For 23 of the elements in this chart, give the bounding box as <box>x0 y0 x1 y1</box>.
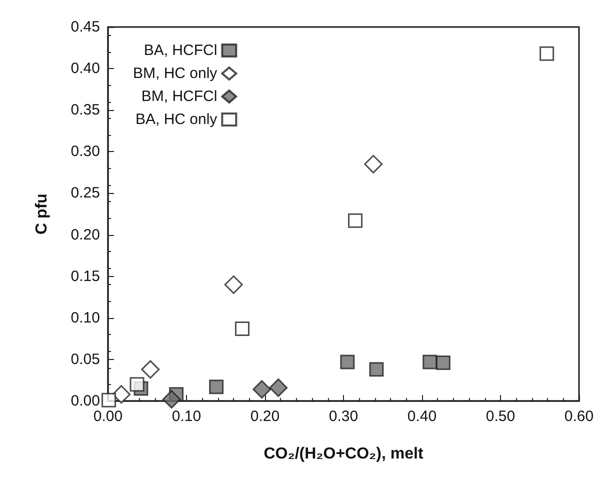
x-tick-label: 0.50 <box>486 408 516 425</box>
y-tick-label: 0.00 <box>70 392 100 410</box>
y-tick-label: 0.40 <box>70 60 100 78</box>
x-tick-label: 0.00 <box>93 408 123 425</box>
y-tick-label: 0.35 <box>70 102 100 119</box>
x-tick-label: 0.20 <box>250 408 280 425</box>
x-axis-title: CO₂/(H₂O+CO₂), melt <box>264 446 424 462</box>
y-tick-label: 0.05 <box>70 350 100 368</box>
y-tick-label: 0.15 <box>70 268 100 285</box>
legend-label: BM, HCFCl <box>141 88 218 105</box>
y-tick-label: 0.45 <box>70 18 100 36</box>
legend-label: BM, HC only <box>132 65 218 82</box>
legend-label: BA, HCFCl <box>144 42 218 59</box>
y-axis-title: C pfu <box>34 194 50 234</box>
y-tick-label: 0.20 <box>70 226 100 244</box>
y-tick-label: 0.25 <box>70 184 100 202</box>
legend-label: BA, HC only <box>135 111 218 128</box>
y-tick-label: 0.10 <box>70 309 100 326</box>
x-tick-label: 0.40 <box>407 408 437 425</box>
x-tick-label: 0.10 <box>172 408 202 425</box>
x-tick-label: 0.30 <box>328 408 358 425</box>
x-tick-label: 0.60 <box>564 408 594 425</box>
y-tick-label: 0.30 <box>70 143 100 160</box>
